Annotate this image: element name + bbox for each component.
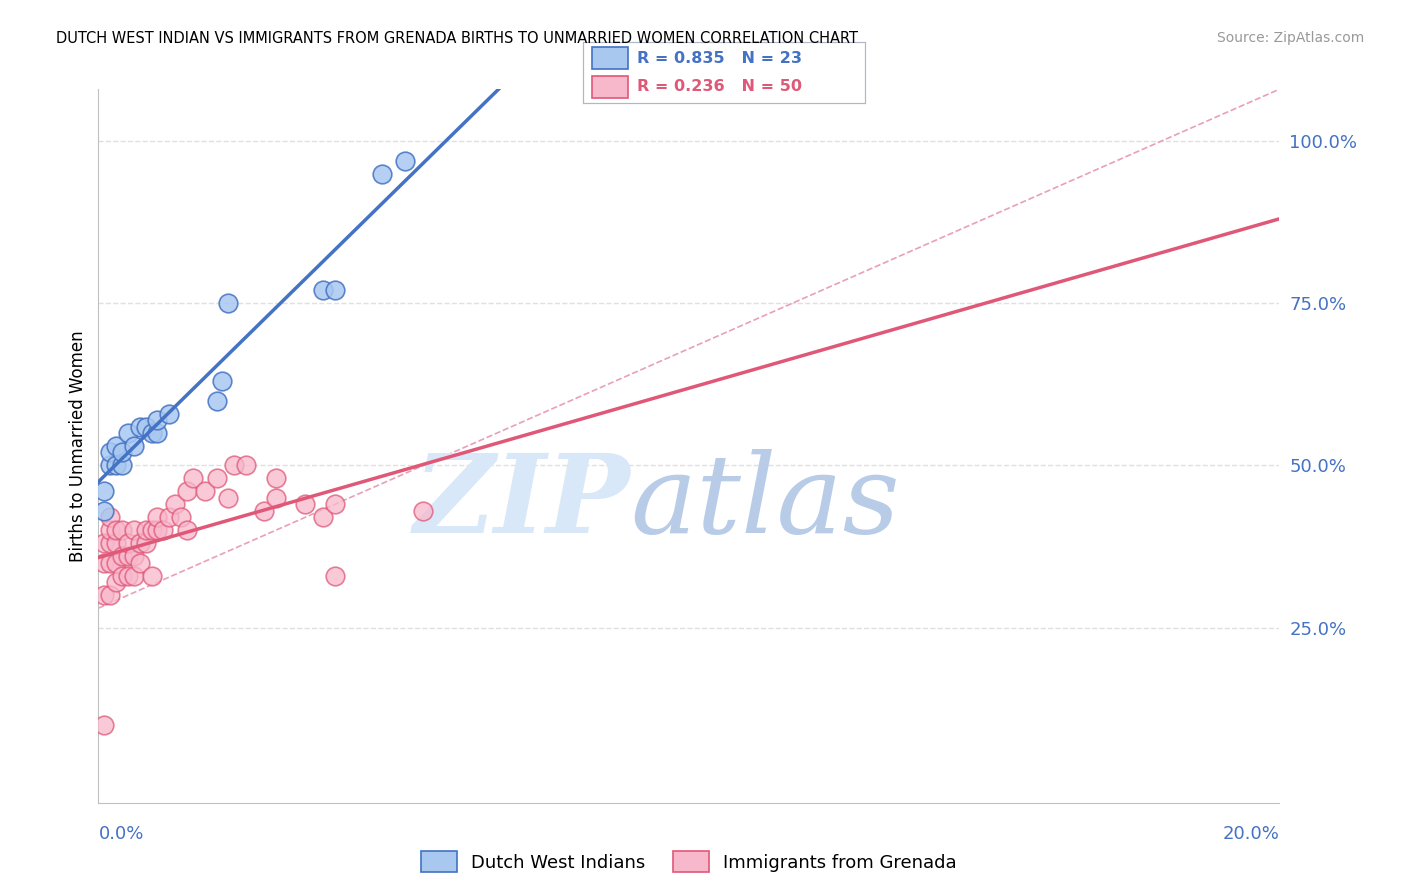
Point bbox=[264, 471, 287, 485]
Text: 0.0%: 0.0% bbox=[98, 825, 143, 843]
Point bbox=[128, 419, 150, 434]
Legend: Dutch West Indians, Immigrants from Grenada: Dutch West Indians, Immigrants from Gren… bbox=[413, 844, 965, 880]
Point bbox=[165, 497, 187, 511]
Point bbox=[105, 458, 128, 473]
Point bbox=[146, 413, 169, 427]
Point bbox=[323, 497, 346, 511]
Text: 20.0%: 20.0% bbox=[1223, 825, 1279, 843]
Point bbox=[98, 536, 121, 550]
Point bbox=[294, 497, 316, 511]
Point bbox=[117, 425, 139, 440]
Point bbox=[152, 524, 174, 538]
Point bbox=[122, 568, 145, 582]
Point bbox=[98, 445, 121, 459]
Point bbox=[394, 153, 416, 168]
Point bbox=[93, 556, 115, 570]
Point bbox=[111, 549, 134, 564]
Point bbox=[111, 458, 134, 473]
Point bbox=[157, 510, 180, 524]
Point bbox=[146, 510, 169, 524]
Point bbox=[135, 524, 157, 538]
Bar bbox=[592, 47, 628, 70]
Point bbox=[93, 504, 115, 518]
Text: R = 0.835   N = 23: R = 0.835 N = 23 bbox=[637, 51, 801, 66]
Point bbox=[323, 283, 346, 297]
Point bbox=[141, 568, 163, 582]
Point bbox=[93, 536, 115, 550]
Text: ZIP: ZIP bbox=[413, 450, 630, 557]
Point bbox=[111, 445, 134, 459]
Point bbox=[176, 524, 198, 538]
Point bbox=[141, 425, 163, 440]
Point bbox=[157, 407, 180, 421]
Point bbox=[235, 458, 257, 473]
Point bbox=[146, 524, 169, 538]
Point bbox=[135, 419, 157, 434]
Point bbox=[122, 524, 145, 538]
Text: R = 0.236   N = 50: R = 0.236 N = 50 bbox=[637, 79, 801, 95]
Point bbox=[98, 524, 121, 538]
Point bbox=[205, 471, 228, 485]
Point bbox=[98, 510, 121, 524]
Point bbox=[105, 439, 128, 453]
Point bbox=[98, 588, 121, 602]
Point bbox=[135, 536, 157, 550]
Text: DUTCH WEST INDIAN VS IMMIGRANTS FROM GRENADA BIRTHS TO UNMARRIED WOMEN CORRELATI: DUTCH WEST INDIAN VS IMMIGRANTS FROM GRE… bbox=[56, 31, 858, 46]
Point bbox=[111, 524, 134, 538]
Point bbox=[312, 283, 335, 297]
Point bbox=[93, 588, 115, 602]
Point bbox=[224, 458, 246, 473]
Point bbox=[105, 524, 128, 538]
Point bbox=[323, 568, 346, 582]
Point bbox=[194, 484, 217, 499]
Point bbox=[98, 458, 121, 473]
Point bbox=[105, 536, 128, 550]
Point bbox=[93, 484, 115, 499]
Point bbox=[117, 568, 139, 582]
Point bbox=[176, 484, 198, 499]
Text: atlas: atlas bbox=[630, 450, 900, 557]
Point bbox=[141, 524, 163, 538]
Point bbox=[111, 568, 134, 582]
Point bbox=[371, 167, 394, 181]
Point bbox=[98, 556, 121, 570]
Point bbox=[312, 510, 335, 524]
Point bbox=[128, 556, 150, 570]
Point bbox=[253, 504, 276, 518]
Point bbox=[117, 536, 139, 550]
Bar bbox=[592, 76, 628, 98]
Point bbox=[217, 491, 239, 505]
Point bbox=[412, 504, 434, 518]
Point bbox=[217, 296, 239, 310]
Text: Source: ZipAtlas.com: Source: ZipAtlas.com bbox=[1216, 31, 1364, 45]
Point bbox=[105, 556, 128, 570]
Point bbox=[211, 374, 233, 388]
Point bbox=[117, 549, 139, 564]
Point bbox=[122, 549, 145, 564]
Point bbox=[146, 425, 169, 440]
Point bbox=[264, 491, 287, 505]
Point bbox=[93, 718, 115, 732]
Point bbox=[205, 393, 228, 408]
Point bbox=[122, 439, 145, 453]
Point bbox=[170, 510, 193, 524]
Point bbox=[181, 471, 204, 485]
Point bbox=[128, 536, 150, 550]
Point bbox=[105, 575, 128, 590]
Y-axis label: Births to Unmarried Women: Births to Unmarried Women bbox=[69, 330, 87, 562]
